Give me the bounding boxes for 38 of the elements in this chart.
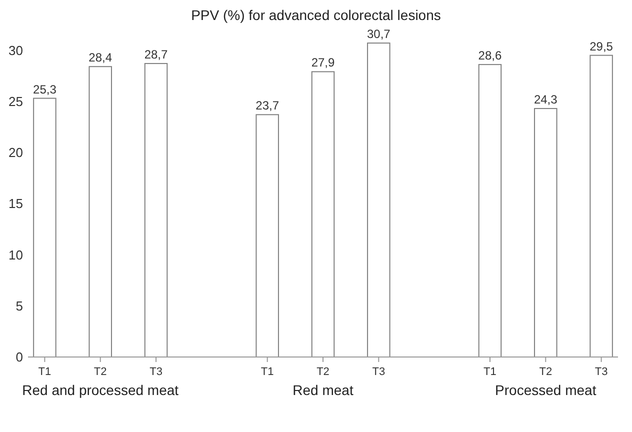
data-label: 28,7 <box>144 48 168 62</box>
text: Red meat <box>292 382 354 398</box>
data-label: 29,5 <box>590 39 614 54</box>
y-tick-label: 0 <box>16 350 23 365</box>
x-tick-label: T3 <box>594 366 608 378</box>
x-tick-label: T2 <box>94 366 107 378</box>
data-label: 30,7 <box>366 27 391 42</box>
x-tick-label: T3 <box>150 366 162 378</box>
chart-title: PPV (%) for advanced colorectal lesions <box>191 7 441 23</box>
y-tick-label: 15 <box>8 196 23 212</box>
text: Processed meat <box>495 382 596 398</box>
bar <box>534 108 558 358</box>
x-tick-label: T1 <box>38 366 52 378</box>
x-tick-label: T1 <box>484 366 496 378</box>
text: Red and processed meat <box>22 382 179 398</box>
bar <box>311 71 335 358</box>
bar <box>144 63 168 358</box>
data-label: 28,4 <box>88 50 112 65</box>
x-tick-label: T3 <box>372 366 386 378</box>
bar <box>88 66 112 358</box>
bar <box>590 54 613 358</box>
data-label: 28,6 <box>478 48 502 63</box>
x-tick-label: T2 <box>539 366 552 378</box>
data-label: 24,3 <box>534 92 558 107</box>
y-tick-label: 25 <box>8 94 23 109</box>
bar <box>478 64 502 358</box>
y-tick-label: 20 <box>8 145 23 160</box>
data-label: 25,3 <box>33 82 57 96</box>
data-label: 23,7 <box>256 98 280 113</box>
x-tick-label: T2 <box>316 366 330 378</box>
x-tick-label: T1 <box>260 366 274 378</box>
bar <box>256 114 279 358</box>
y-tick-label: 10 <box>8 247 23 262</box>
y-tick-label: 5 <box>16 298 23 314</box>
y-tick-label: 30 <box>8 42 23 58</box>
bar <box>367 42 390 358</box>
data-label: 27,9 <box>311 56 335 70</box>
bar <box>33 98 56 358</box>
